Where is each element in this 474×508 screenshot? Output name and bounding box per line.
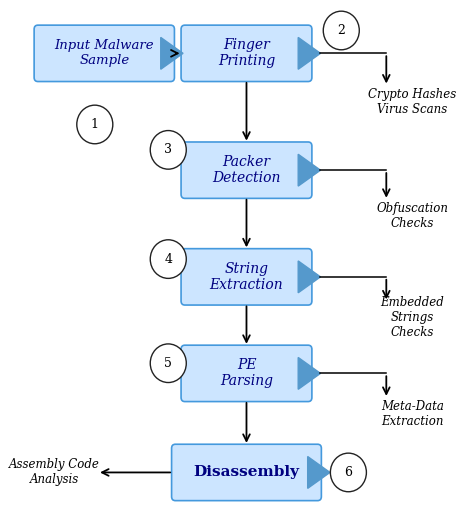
- Polygon shape: [298, 358, 320, 389]
- Circle shape: [150, 344, 186, 383]
- Text: Input Malware
Sample: Input Malware Sample: [55, 39, 154, 68]
- FancyBboxPatch shape: [172, 444, 321, 501]
- Polygon shape: [298, 154, 320, 186]
- Polygon shape: [161, 38, 183, 69]
- Circle shape: [150, 131, 186, 169]
- Text: PE
Parsing: PE Parsing: [220, 358, 273, 389]
- FancyBboxPatch shape: [181, 248, 312, 305]
- Text: Packer
Detection: Packer Detection: [212, 155, 281, 185]
- Circle shape: [77, 105, 113, 144]
- Text: Disassembly: Disassembly: [193, 465, 300, 480]
- Circle shape: [323, 11, 359, 50]
- Text: Obfuscation
Checks: Obfuscation Checks: [376, 202, 448, 230]
- Circle shape: [150, 240, 186, 278]
- Text: Crypto Hashes
Virus Scans: Crypto Hashes Virus Scans: [368, 87, 456, 116]
- Text: 2: 2: [337, 24, 345, 37]
- FancyBboxPatch shape: [181, 345, 312, 401]
- Text: Finger
Printing: Finger Printing: [218, 38, 275, 69]
- Text: 5: 5: [164, 357, 172, 370]
- Polygon shape: [298, 261, 320, 293]
- Text: Meta-Data
Extraction: Meta-Data Extraction: [381, 400, 444, 428]
- FancyBboxPatch shape: [181, 142, 312, 198]
- Text: String
Extraction: String Extraction: [210, 262, 283, 292]
- Polygon shape: [308, 457, 330, 488]
- Polygon shape: [298, 38, 320, 69]
- FancyBboxPatch shape: [34, 25, 174, 81]
- Text: Embedded
Strings
Checks: Embedded Strings Checks: [381, 296, 444, 339]
- Text: 1: 1: [91, 118, 99, 131]
- Circle shape: [330, 453, 366, 492]
- Text: 4: 4: [164, 252, 172, 266]
- Text: 6: 6: [345, 466, 352, 479]
- Text: Assembly Code
Analysis: Assembly Code Analysis: [9, 458, 100, 487]
- FancyBboxPatch shape: [181, 25, 312, 81]
- Text: 3: 3: [164, 143, 172, 156]
